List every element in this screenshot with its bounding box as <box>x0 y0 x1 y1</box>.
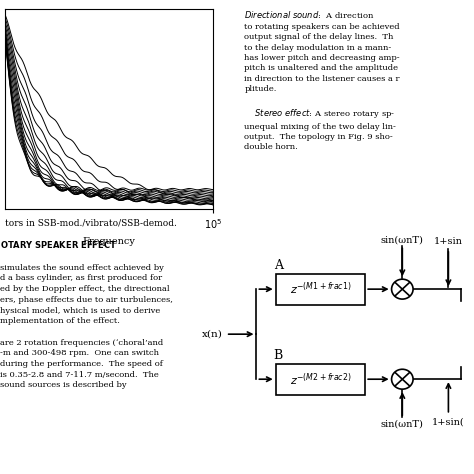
Text: $\it{Directional\ sound}$:  A direction
to rotating speakers can be achieved
out: $\it{Directional\ sound}$: A direction t… <box>245 9 400 151</box>
X-axis label: Frequency: Frequency <box>82 237 136 246</box>
Text: $z^{-(M1+frac1)}$: $z^{-(M1+frac1)}$ <box>290 281 351 298</box>
Text: $z^{-(M2+frac2)}$: $z^{-(M2+frac2)}$ <box>290 371 351 388</box>
Circle shape <box>392 369 413 389</box>
Text: sin(ωnT): sin(ωnT) <box>381 419 424 428</box>
Bar <box>276 364 365 394</box>
Text: B: B <box>273 349 283 362</box>
Text: tors in SSB-mod./vibrato/SSB-demod.: tors in SSB-mod./vibrato/SSB-demod. <box>5 219 176 227</box>
Text: 1+sin(: 1+sin( <box>432 417 465 426</box>
Text: $\bf{OTARY\ SPEAKER\ EFFECT}$

simulates the sound effect achieved by
d a bass c: $\bf{OTARY\ SPEAKER\ EFFECT}$ simulates … <box>0 239 173 390</box>
Circle shape <box>392 279 413 299</box>
Text: 1+sin: 1+sin <box>434 237 463 246</box>
Text: sin(ωnT): sin(ωnT) <box>381 235 424 244</box>
Text: A: A <box>273 259 283 272</box>
Bar <box>276 274 365 305</box>
Text: x(n): x(n) <box>202 330 223 338</box>
